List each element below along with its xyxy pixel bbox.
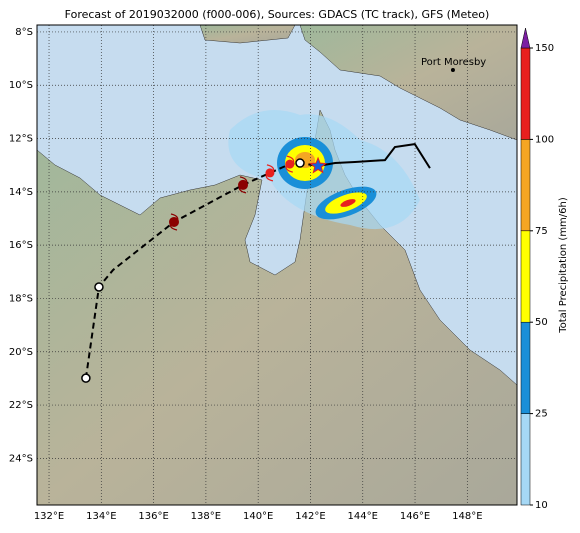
- labels: 132°E 134°E 136°E 138°E 140°E 142°E 144°E 146°E…: [9, 27, 483, 522]
- lat-tick-label: 14°S: [9, 187, 33, 198]
- lat-tick-label: 20°S: [9, 347, 33, 358]
- timor: [199, 25, 296, 44]
- cyclone-symbol: [169, 213, 179, 231]
- colorbar-tick-label: 100: [535, 134, 554, 145]
- grid: [37, 25, 517, 505]
- cyclone-symbol: [238, 176, 248, 194]
- place-label: Port Moresby: [421, 57, 486, 68]
- colorbar-segment: [520, 321, 531, 414]
- track-point: [238, 179, 249, 190]
- track-point: [81, 373, 91, 383]
- lat-tick-label: 8°S: [15, 27, 33, 38]
- lon-tick-label: 134°E: [86, 511, 116, 522]
- colorbar-tick-label: 25: [535, 409, 548, 420]
- colorbar-tick-label: 10: [535, 500, 548, 511]
- track-point: [285, 159, 295, 169]
- lat-tick-label: 12°S: [9, 134, 33, 145]
- track-point: [295, 158, 305, 168]
- cyclone-symbol: [265, 164, 275, 182]
- title: Forecast of 2019032000 (f000-006), Sourc…: [65, 8, 490, 21]
- lon-tick-label: 138°E: [191, 511, 221, 522]
- colorbar-extension: [520, 27, 531, 49]
- track-point: [94, 282, 104, 292]
- lon-tick-label: 146°E: [400, 511, 430, 522]
- place-marker: [450, 68, 455, 73]
- colorbar-segment: [520, 139, 531, 232]
- colorbar-tick-label: 50: [535, 317, 548, 328]
- lat-tick-label: 10°S: [9, 80, 33, 91]
- colorbar-tick-label: 75: [535, 226, 548, 237]
- storm-position: [309, 156, 327, 174]
- tracks: [81, 143, 431, 383]
- map-layers: [37, 25, 517, 505]
- lon-tick-label: 132°E: [34, 511, 64, 522]
- new-guinea: [299, 25, 517, 141]
- colorbar-segment: [520, 47, 531, 140]
- colorbar-segment: [520, 413, 531, 506]
- colorbar-segment: [520, 230, 531, 323]
- lon-tick-label: 140°E: [243, 511, 273, 522]
- track-point: [265, 168, 275, 178]
- lat-tick-label: 22°S: [9, 400, 33, 411]
- map-frame: [36, 24, 518, 506]
- lat-tick-label: 24°S: [9, 453, 33, 464]
- colorbar: 10 25 50 75 100 150: [520, 27, 554, 511]
- track-point: [168, 216, 179, 227]
- forecast-line: [317, 143, 431, 169]
- lat-tick-label: 16°S: [9, 240, 33, 251]
- colorbar-tick-label: 150: [535, 43, 554, 54]
- lon-tick-label: 144°E: [348, 511, 378, 522]
- colorbar-label: Total Precipitation (mm/6h): [558, 197, 569, 334]
- lat-tick-label: 18°S: [9, 293, 33, 304]
- precip-blob: [340, 199, 356, 207]
- cyclone-symbol: [285, 155, 295, 173]
- lon-tick-label: 142°E: [295, 511, 325, 522]
- lon-tick-label: 136°E: [138, 511, 168, 522]
- lon-tick-label: 148°E: [452, 511, 482, 522]
